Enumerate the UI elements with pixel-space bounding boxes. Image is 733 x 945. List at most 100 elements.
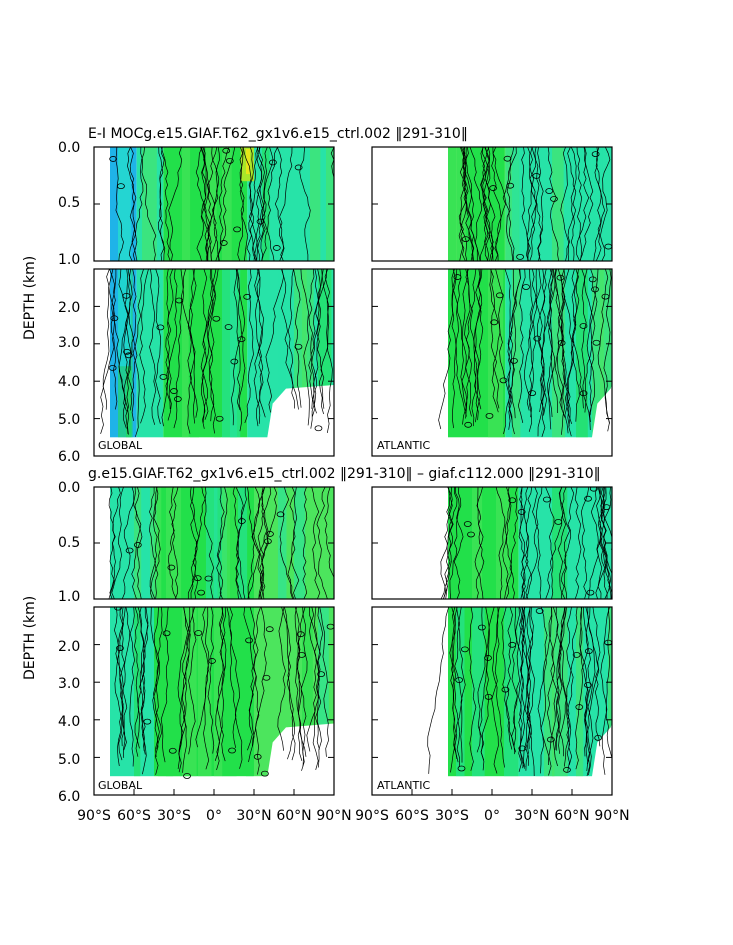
contour-marker — [266, 531, 274, 537]
contour-marker — [167, 564, 176, 571]
y-axis-label-top: DEPTH (km) — [22, 256, 38, 340]
contour-marker — [317, 671, 326, 678]
contour-line — [248, 147, 257, 261]
contour-line — [274, 147, 284, 261]
ytick-bot-5: 4.0 — [58, 714, 80, 730]
contour-line — [254, 269, 264, 427]
contour-marker — [584, 648, 593, 655]
global-upper-panel-diff — [93, 486, 335, 600]
contour-line — [128, 147, 145, 261]
contour-line — [443, 487, 453, 599]
data-shade — [536, 607, 543, 777]
data-shade — [142, 147, 157, 261]
contour-marker — [591, 151, 600, 158]
contour-line — [160, 147, 171, 261]
contour-line — [474, 487, 484, 599]
x-tick-label: 90°S — [77, 808, 111, 824]
contour-line — [155, 269, 162, 425]
data-shade — [302, 607, 313, 777]
data-shade — [206, 147, 217, 261]
contour-marker — [533, 335, 542, 342]
contour-line — [132, 269, 144, 437]
global-lower-panel — [93, 268, 335, 457]
data-shade — [592, 269, 604, 438]
contour-line — [475, 269, 484, 423]
figure-title-bottom: g.e15.GIAF.T62_gx1v6.e15_ctrl.002 ‖291-3… — [88, 466, 601, 482]
contour-marker — [122, 292, 131, 299]
data-shade — [576, 269, 588, 438]
contour-line — [123, 269, 135, 422]
contour-marker — [215, 415, 224, 422]
contour-line — [520, 607, 533, 749]
contour-line — [469, 607, 477, 771]
x-tick-label: 0° — [484, 808, 500, 824]
contour-marker — [528, 390, 537, 396]
contour-line — [566, 607, 574, 766]
contour-line — [310, 269, 321, 429]
contour-line — [504, 487, 512, 599]
contour-marker — [516, 253, 524, 260]
contour-line — [525, 487, 543, 599]
atlantic-label-top: ATLANTIC — [377, 439, 430, 452]
contour-line — [115, 147, 124, 261]
contour-line — [150, 487, 161, 599]
contour-line — [226, 607, 243, 769]
contour-line — [464, 269, 472, 417]
contour-line — [476, 607, 490, 753]
contour-line — [248, 147, 259, 261]
panel-frame — [371, 268, 613, 457]
contour-marker — [586, 589, 595, 596]
data-shade — [592, 487, 601, 599]
contour-line — [579, 607, 594, 776]
contour-line — [217, 487, 225, 599]
contour-line — [261, 147, 278, 261]
contour-line — [575, 607, 589, 770]
contour-line — [547, 147, 560, 261]
x-tick-label: 60°S — [117, 808, 151, 824]
contour-line — [311, 487, 321, 599]
contour-line — [124, 269, 132, 435]
contour-marker — [219, 240, 228, 246]
contour-line — [518, 487, 526, 599]
contour-marker — [522, 284, 530, 290]
contour-line — [597, 269, 610, 424]
contour-line — [187, 487, 198, 599]
contour-line — [203, 607, 210, 770]
contour-line — [492, 147, 515, 261]
plot-area — [372, 147, 612, 261]
panel-frame — [93, 268, 335, 457]
contour-line — [491, 147, 502, 261]
data-shade — [150, 487, 162, 599]
contour-line — [521, 147, 529, 261]
global-upper-panel — [93, 146, 335, 262]
contour-line — [489, 269, 501, 413]
contour-marker — [545, 188, 554, 194]
contour-line — [258, 487, 268, 599]
contour-marker — [193, 575, 202, 582]
contour-line — [102, 269, 116, 410]
ytick-bot-2: 1.0 — [58, 589, 80, 605]
contour-line — [571, 269, 580, 422]
contour-line — [440, 487, 458, 599]
contour-line — [504, 269, 516, 419]
contour-line — [135, 607, 146, 757]
contour-line — [158, 147, 165, 261]
contour-line — [202, 269, 217, 423]
contour-line — [169, 487, 179, 599]
contour-marker — [208, 658, 216, 664]
contour-marker — [575, 704, 584, 710]
contour-line — [505, 607, 513, 750]
data-shade — [576, 147, 589, 261]
contour-line — [235, 487, 247, 599]
contour-line — [200, 147, 212, 261]
contour-line — [514, 607, 525, 769]
contour-marker — [168, 747, 177, 754]
contour-line — [253, 487, 266, 599]
contour-marker — [579, 390, 588, 397]
contour-line — [453, 487, 464, 599]
x-tick-label: 30°S — [157, 808, 191, 824]
data-shade — [278, 269, 286, 438]
contour-line — [251, 487, 263, 599]
contour-line — [440, 487, 454, 599]
contour-line — [495, 487, 506, 599]
